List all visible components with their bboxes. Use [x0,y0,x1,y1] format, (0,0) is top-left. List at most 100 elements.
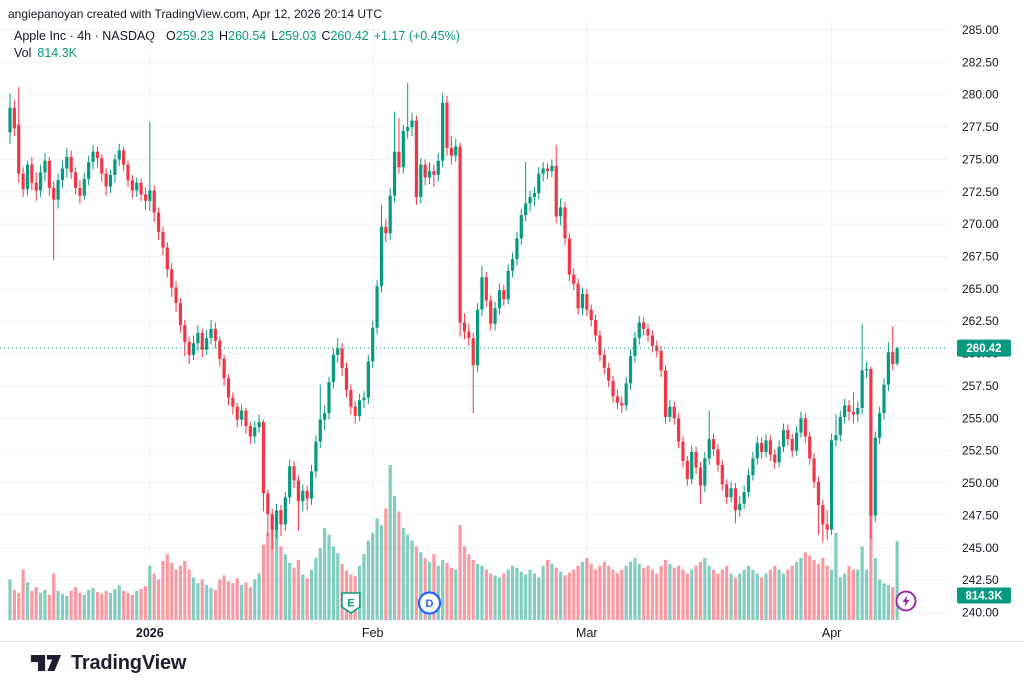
volume-bar [432,554,436,621]
time-tick-label: 2026 [136,626,164,640]
symbol-title[interactable]: Apple Inc · 4h · NASDAQ [14,29,156,43]
volume-bar [615,573,620,620]
candle-body [690,451,694,480]
candle-body [427,171,432,178]
volume-bar [288,562,292,620]
candle-body [178,303,183,326]
volume-bar [524,574,528,620]
candle-body [305,490,309,499]
candle-body [318,419,322,442]
candle-body [410,120,414,128]
volume-bar [462,546,467,621]
volume-bar [620,569,624,621]
candle-body [847,405,851,412]
candle-body [309,471,314,499]
svg-text:260.42: 260.42 [966,343,1001,355]
candle-body [441,102,445,161]
candle-body [895,348,899,364]
volume-bar [628,561,633,621]
volume-bar [773,565,777,620]
time-axis[interactable]: 2026 Feb Mar Apr [136,626,841,640]
volume-bar [829,569,834,621]
price-tick-label: 285.00 [962,23,999,37]
price-axis[interactable]: 285.00 282.50 280.00 277.50 275.00 272.50 270.… [962,23,999,619]
candle-body [637,322,641,339]
volume-bar [270,520,274,620]
candle-body [497,290,502,309]
candle-body [244,410,248,427]
candle-body [659,351,663,371]
volume-bar [205,585,209,621]
candle-body [585,294,589,310]
candle-body [69,156,73,173]
volume-bar [611,569,615,621]
volume-bar [519,571,523,620]
candle-body [458,146,462,323]
volume-bar [406,534,410,620]
candle-body [615,396,620,403]
volume-bar [655,573,659,620]
volume-bar [790,565,794,620]
candle-body [323,413,327,420]
candle-body [537,173,541,194]
candle-body [17,124,21,174]
flash-icon[interactable] [895,590,917,612]
candle-body [663,370,668,418]
volume-bar [563,575,567,620]
volume-bar [148,565,152,620]
volume-bar [82,594,86,620]
volume-bar [218,579,222,620]
candle-body [240,410,244,420]
volume-bar [419,552,423,620]
candle-body [532,193,536,197]
candle-body [371,327,375,362]
volume-bar [891,587,895,620]
volume-bar [873,558,877,620]
volume-bar [130,594,134,620]
candle-body [235,406,239,420]
volume-bar [458,525,462,620]
volume-bar [108,592,113,621]
price-chart[interactable]: 285.00 282.50 280.00 277.50 275.00 272.50 270.… [0,0,1024,648]
volume-bar [60,593,65,620]
volume-bar [122,590,126,620]
volume-bar [637,563,641,620]
volume-bar [764,573,768,620]
candle-body [38,172,43,191]
earnings-marker[interactable]: E [341,592,361,614]
volume-bar [314,558,318,620]
candle-body [143,194,148,201]
candle-body [122,150,126,165]
volume-bar [436,565,440,620]
tradingview-logo-icon[interactable] [30,650,62,676]
dividends-marker[interactable]: D [417,591,442,615]
candle-body [808,436,812,459]
volume-bar [183,560,187,620]
volume-bar [445,562,449,620]
candle-body [257,422,261,428]
candle-body [746,475,751,493]
price-tick-label: 242.50 [962,573,999,587]
volume-bar [554,567,558,620]
volume-bar [895,541,899,620]
candle-body [891,352,895,364]
candle-body [694,451,698,468]
candle-body [703,458,707,486]
candle-body [432,171,436,175]
volume-bar [441,559,445,620]
candle-body [475,309,480,366]
candle-body [423,164,427,178]
volume-bar [8,579,12,620]
volume-bar [698,561,703,621]
volume-bar [559,571,563,620]
volume-bar [663,559,668,620]
candle-body [607,367,611,381]
volume-bar [545,559,550,620]
volume-bar [231,583,235,620]
candle-body [795,432,799,451]
volume-bar [589,563,593,620]
candle-body [292,466,296,481]
candle-body [82,178,86,196]
brand-name[interactable]: TradingView [71,651,187,674]
